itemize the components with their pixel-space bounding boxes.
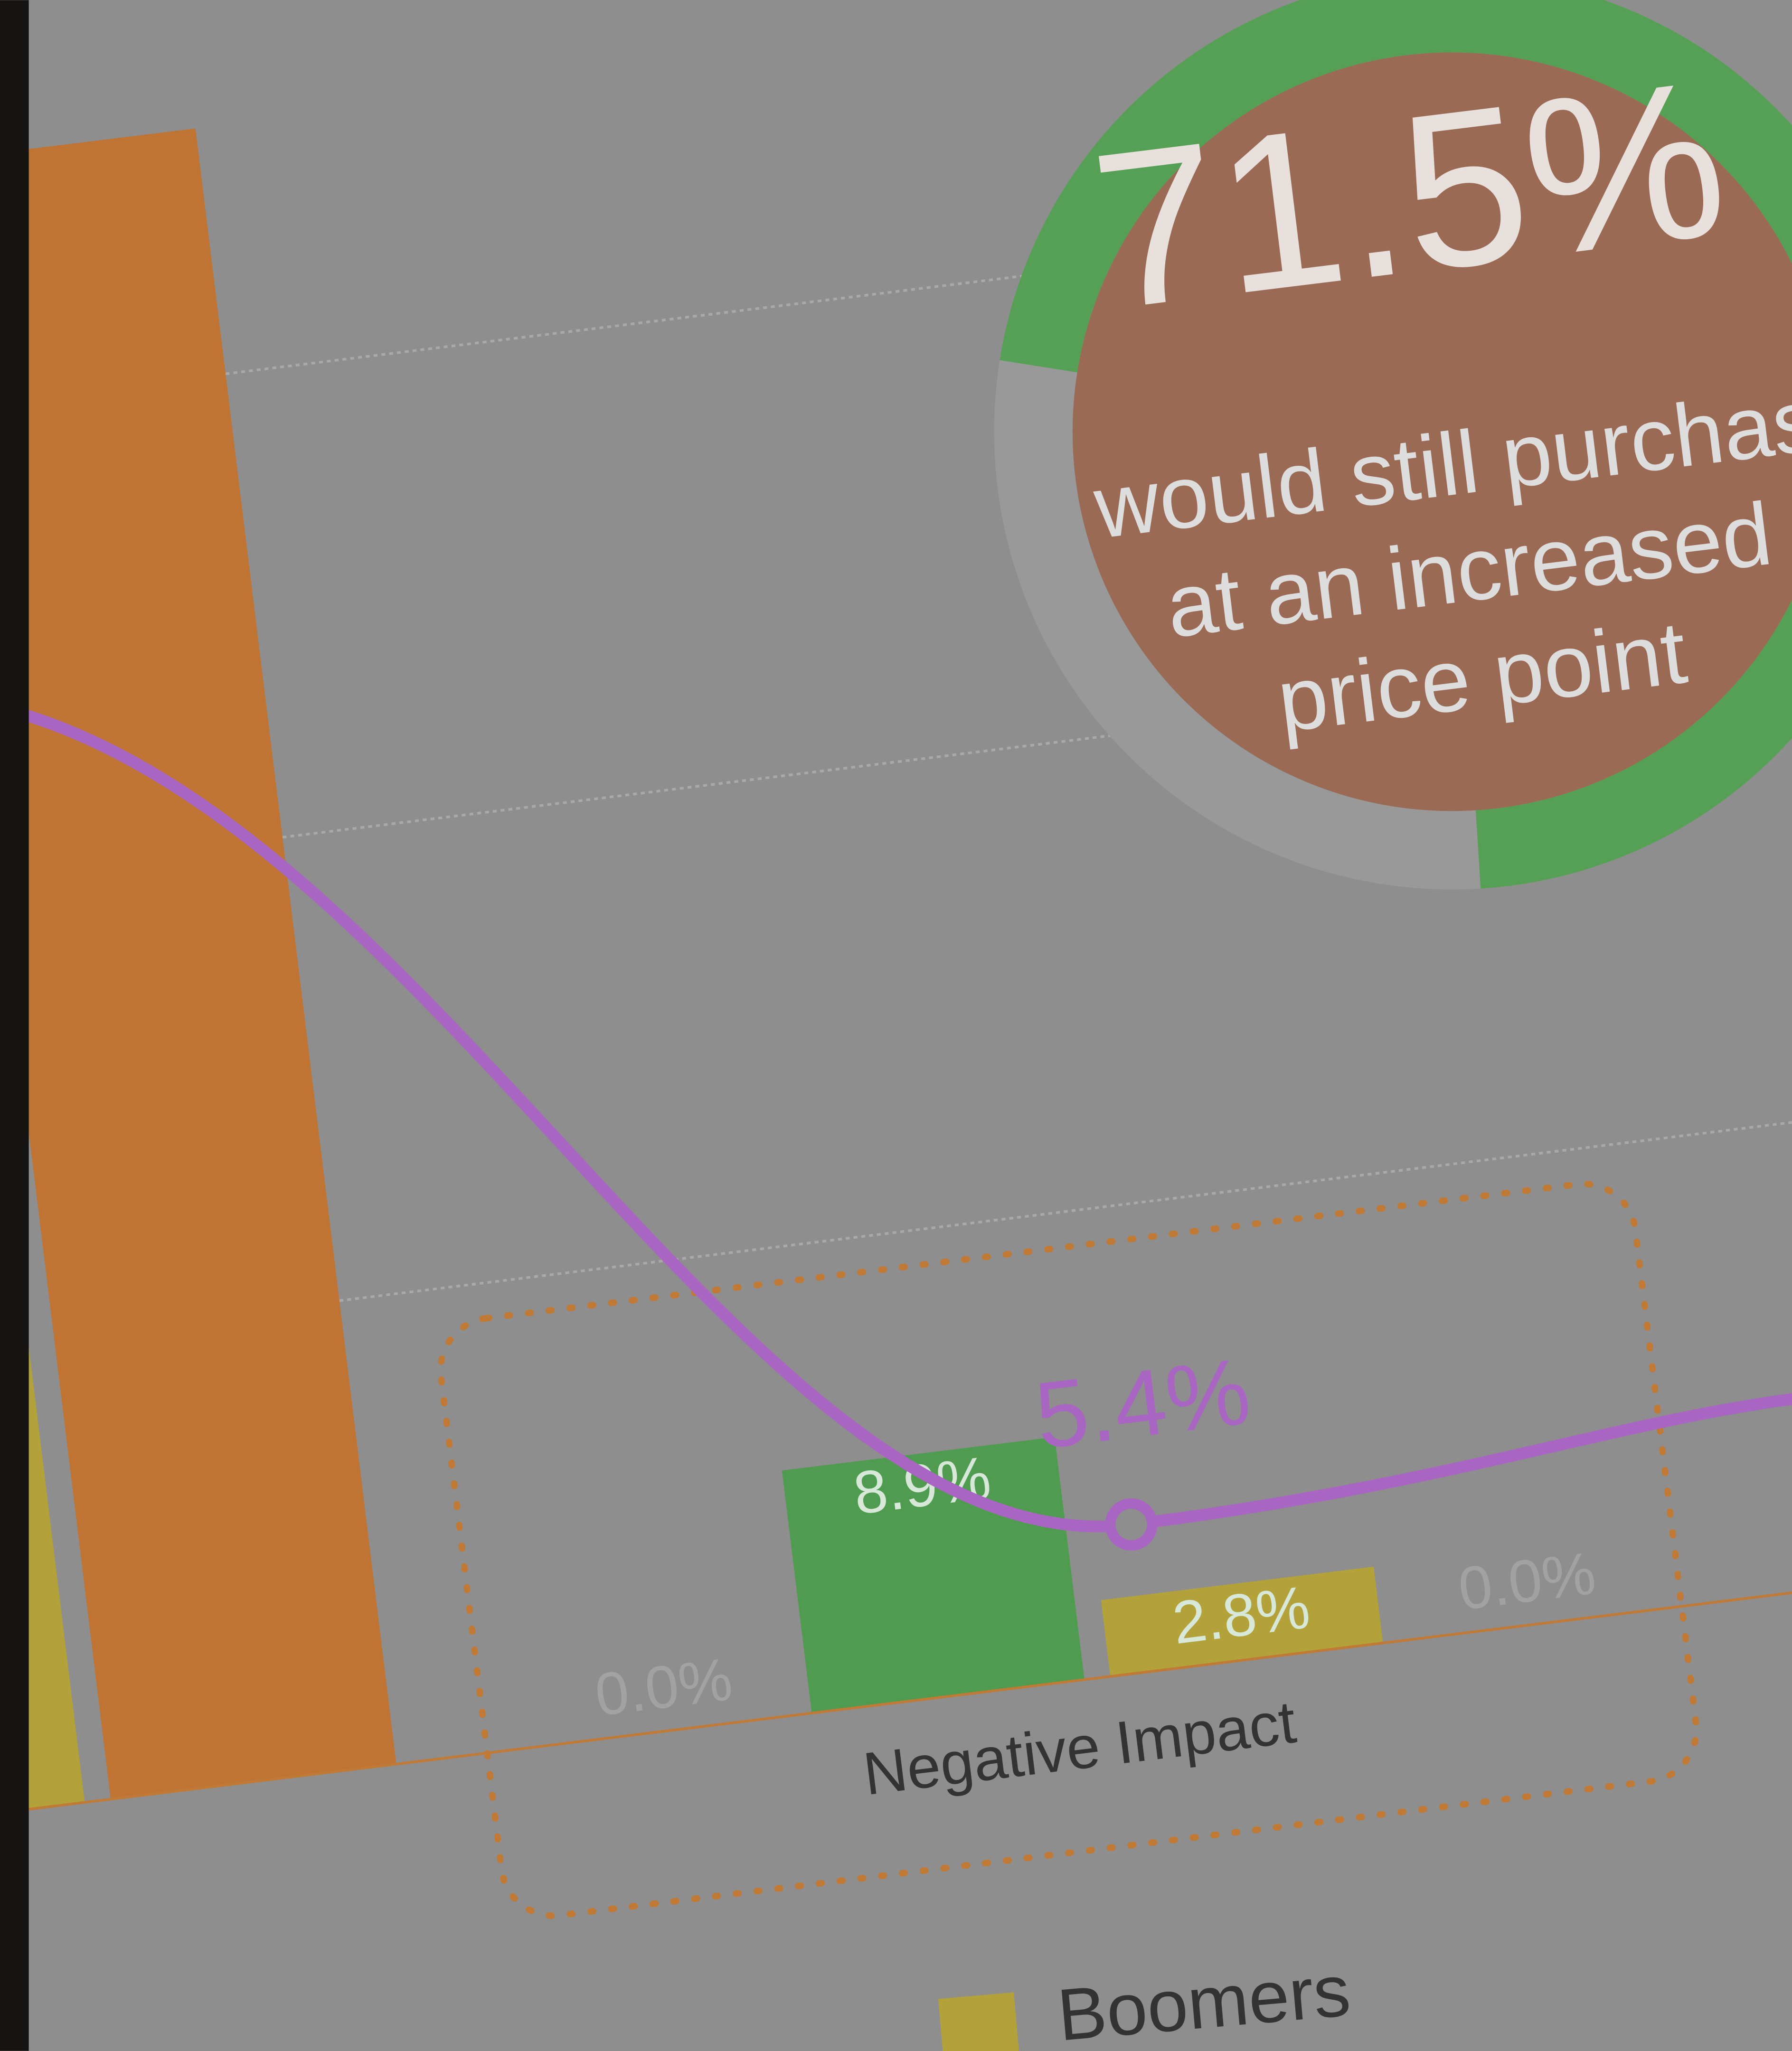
line-point [1105,1498,1158,1551]
grid-line [144,1108,1792,1326]
value-label: 8.9% [850,1443,994,1527]
baseline [0,1571,1792,1829]
callout-photo [1073,52,1792,811]
value-label: 0.0% [591,1645,736,1729]
bar [1101,1566,1383,1677]
bar [0,128,396,1799]
group-box [437,1180,1700,1919]
callout-arc [1000,0,1792,889]
left-edge [0,0,29,2051]
line-label: 5.4% [1030,1338,1256,1469]
legend-swatch [938,1992,1021,2051]
line [0,688,1792,1533]
value-label: 2.8% [1169,1573,1313,1656]
value-label: 0.0% [1455,1539,1599,1622]
